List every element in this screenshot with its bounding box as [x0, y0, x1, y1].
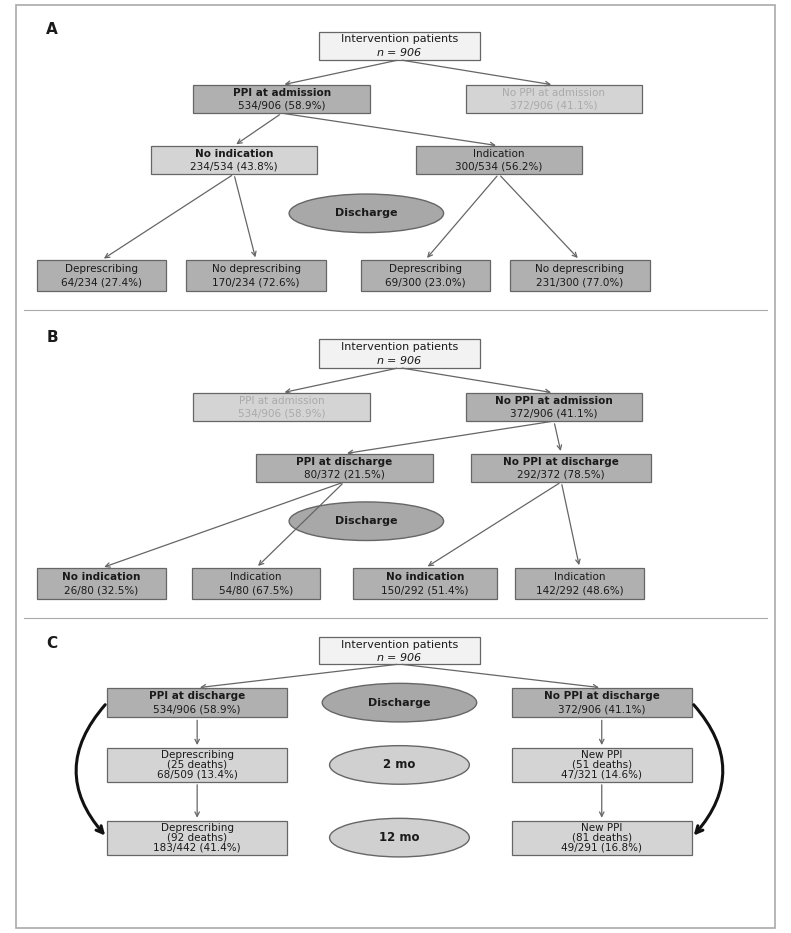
FancyBboxPatch shape — [466, 393, 642, 421]
FancyBboxPatch shape — [186, 260, 326, 291]
FancyBboxPatch shape — [194, 393, 370, 421]
Text: $n$ = 906: $n$ = 906 — [377, 355, 422, 366]
Text: 372/906 (41.1%): 372/906 (41.1%) — [510, 409, 598, 418]
Text: No PPI at discharge: No PPI at discharge — [503, 456, 619, 466]
Text: 142/292 (48.6%): 142/292 (48.6%) — [536, 585, 623, 595]
Text: 534/906 (58.9%): 534/906 (58.9%) — [153, 704, 241, 714]
Text: PPI at discharge: PPI at discharge — [149, 691, 245, 701]
Text: 69/300 (23.0%): 69/300 (23.0%) — [385, 277, 466, 287]
FancyBboxPatch shape — [151, 146, 316, 174]
Text: Discharge: Discharge — [368, 698, 431, 707]
Text: 2 mo: 2 mo — [384, 759, 415, 772]
Ellipse shape — [322, 683, 477, 722]
FancyBboxPatch shape — [515, 568, 644, 599]
Text: Deprescribing: Deprescribing — [65, 264, 138, 273]
Text: No indication: No indication — [386, 572, 464, 581]
Ellipse shape — [330, 818, 469, 856]
FancyBboxPatch shape — [512, 820, 692, 855]
Text: Intervention patients: Intervention patients — [341, 640, 458, 650]
Text: 26/80 (32.5%): 26/80 (32.5%) — [64, 585, 138, 595]
Text: 170/234 (72.6%): 170/234 (72.6%) — [212, 277, 300, 287]
Text: Discharge: Discharge — [335, 516, 398, 526]
Text: Indication: Indication — [230, 572, 282, 581]
FancyBboxPatch shape — [107, 748, 287, 782]
FancyBboxPatch shape — [471, 453, 652, 482]
Text: 80/372 (21.5%): 80/372 (21.5%) — [304, 469, 384, 479]
Text: 12 mo: 12 mo — [379, 831, 420, 844]
Text: (92 deaths): (92 deaths) — [167, 832, 227, 842]
FancyBboxPatch shape — [354, 568, 497, 599]
FancyBboxPatch shape — [319, 32, 480, 60]
Text: 150/292 (51.4%): 150/292 (51.4%) — [381, 585, 469, 595]
Text: 68/509 (13.4%): 68/509 (13.4%) — [157, 770, 237, 779]
Text: Intervention patients: Intervention patients — [341, 342, 458, 352]
Ellipse shape — [290, 502, 444, 540]
Text: A: A — [47, 22, 58, 37]
FancyBboxPatch shape — [107, 820, 287, 855]
FancyBboxPatch shape — [37, 568, 166, 599]
Text: 231/300 (77.0%): 231/300 (77.0%) — [536, 277, 623, 287]
Text: No deprescribing: No deprescribing — [536, 264, 624, 273]
Text: Discharge: Discharge — [335, 208, 398, 218]
FancyBboxPatch shape — [512, 748, 692, 782]
Ellipse shape — [290, 194, 444, 232]
Text: Deprescribing: Deprescribing — [388, 264, 462, 273]
Text: No indication: No indication — [62, 572, 141, 581]
Text: Indication: Indication — [554, 572, 605, 581]
Text: Deprescribing: Deprescribing — [161, 750, 233, 760]
Text: 183/442 (41.4%): 183/442 (41.4%) — [153, 842, 241, 852]
FancyBboxPatch shape — [512, 688, 692, 717]
Text: 49/291 (16.8%): 49/291 (16.8%) — [562, 842, 642, 852]
Text: $n$ = 906: $n$ = 906 — [377, 47, 422, 58]
Text: $n$ = 906: $n$ = 906 — [377, 651, 422, 663]
FancyBboxPatch shape — [361, 260, 490, 291]
FancyBboxPatch shape — [416, 146, 581, 174]
Text: 300/534 (56.2%): 300/534 (56.2%) — [455, 161, 543, 171]
FancyBboxPatch shape — [319, 340, 480, 368]
Text: PPI at admission: PPI at admission — [239, 396, 324, 406]
Ellipse shape — [330, 745, 469, 785]
Text: PPI at admission: PPI at admission — [233, 88, 331, 98]
FancyBboxPatch shape — [107, 688, 287, 717]
FancyBboxPatch shape — [510, 260, 649, 291]
Text: No PPI at discharge: No PPI at discharge — [544, 691, 660, 701]
Text: (81 deaths): (81 deaths) — [572, 832, 632, 842]
Text: PPI at discharge: PPI at discharge — [296, 456, 392, 466]
Text: 534/906 (58.9%): 534/906 (58.9%) — [238, 101, 326, 110]
Text: 372/906 (41.1%): 372/906 (41.1%) — [510, 101, 598, 110]
Text: No PPI at admission: No PPI at admission — [502, 88, 605, 98]
Text: Deprescribing: Deprescribing — [161, 823, 233, 833]
Text: Intervention patients: Intervention patients — [341, 35, 458, 44]
Text: C: C — [47, 636, 58, 651]
Text: (25 deaths): (25 deaths) — [167, 760, 227, 770]
FancyBboxPatch shape — [256, 453, 433, 482]
Text: (51 deaths): (51 deaths) — [572, 760, 632, 770]
FancyBboxPatch shape — [319, 637, 480, 664]
Text: No PPI at admission: No PPI at admission — [495, 396, 613, 406]
Text: 54/80 (67.5%): 54/80 (67.5%) — [219, 585, 293, 595]
Text: 372/906 (41.1%): 372/906 (41.1%) — [558, 704, 645, 714]
FancyBboxPatch shape — [191, 568, 320, 599]
FancyBboxPatch shape — [37, 260, 166, 291]
Text: 64/234 (27.4%): 64/234 (27.4%) — [61, 277, 142, 287]
Text: New PPI: New PPI — [581, 823, 623, 833]
FancyBboxPatch shape — [194, 85, 370, 113]
Text: No deprescribing: No deprescribing — [211, 264, 301, 273]
Text: 534/906 (58.9%): 534/906 (58.9%) — [238, 409, 326, 418]
Text: No indication: No indication — [195, 148, 273, 159]
FancyBboxPatch shape — [466, 85, 642, 113]
Text: B: B — [47, 330, 58, 345]
Text: Indication: Indication — [473, 148, 524, 159]
Text: 292/372 (78.5%): 292/372 (78.5%) — [517, 469, 605, 479]
Text: 47/321 (14.6%): 47/321 (14.6%) — [562, 770, 642, 779]
Text: 234/534 (43.8%): 234/534 (43.8%) — [190, 161, 278, 171]
Text: New PPI: New PPI — [581, 750, 623, 760]
